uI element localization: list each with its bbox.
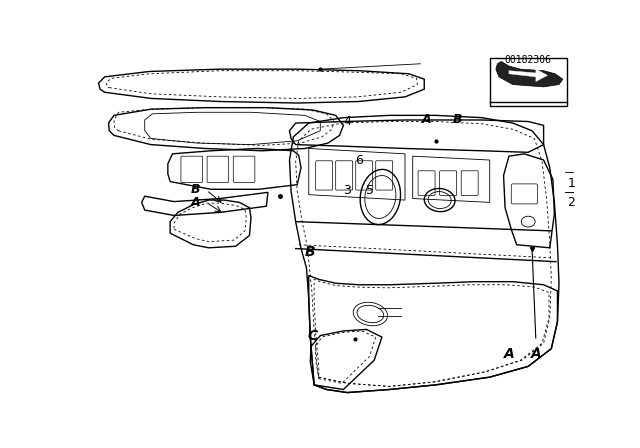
- Text: C: C: [308, 328, 317, 343]
- Text: B: B: [305, 246, 316, 259]
- Text: 3: 3: [343, 184, 351, 197]
- Text: 4: 4: [343, 115, 351, 128]
- Text: 2: 2: [568, 196, 575, 209]
- Text: B: B: [452, 113, 462, 126]
- Text: A: A: [422, 113, 431, 126]
- Text: 1: 1: [568, 177, 575, 190]
- Text: B: B: [191, 183, 200, 196]
- Text: 00182306: 00182306: [505, 55, 552, 65]
- Bar: [490, 58, 566, 106]
- Text: 5: 5: [366, 184, 374, 197]
- Text: A: A: [504, 347, 515, 361]
- Polygon shape: [509, 69, 547, 82]
- Text: A: A: [191, 196, 200, 209]
- Polygon shape: [496, 61, 563, 87]
- Text: A: A: [531, 347, 541, 361]
- Text: 6: 6: [355, 154, 363, 167]
